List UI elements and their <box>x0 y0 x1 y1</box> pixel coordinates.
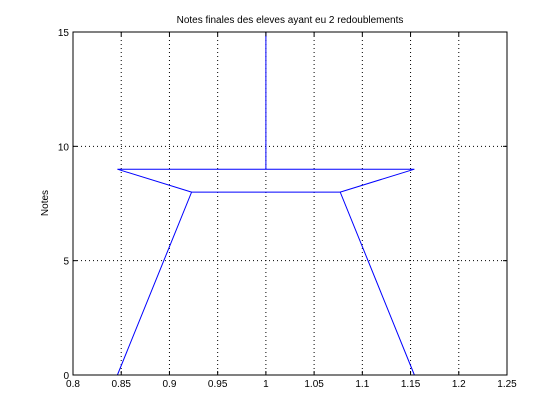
x-tick-labels: 0.8 0.85 0.9 0.95 1 1.05 1.1 1.15 1.2 1.25 <box>66 379 517 390</box>
x-tick-label: 1.2 <box>452 379 466 390</box>
x-tick-label: 1.15 <box>401 379 421 390</box>
x-tick-label: 1 <box>263 379 269 390</box>
series-layer <box>116 32 415 376</box>
y-tick-label: 0 <box>63 371 69 382</box>
x-tick-label: 1.1 <box>355 379 369 390</box>
series-line-1 <box>116 191 415 376</box>
x-tick-label: 0.95 <box>208 379 228 390</box>
x-tick-label: 1.05 <box>304 379 324 390</box>
y-tick-label: 15 <box>58 28 70 39</box>
ticks <box>72 31 508 376</box>
x-tick-label: 0.8 <box>66 379 80 390</box>
x-tick-label: 0.9 <box>162 379 176 390</box>
y-axis-label: Notes <box>40 190 51 216</box>
plot-background <box>73 32 507 375</box>
y-tick-label: 5 <box>63 257 69 268</box>
y-tick-labels: 0 5 10 15 <box>58 28 70 382</box>
grid <box>73 32 507 375</box>
plot-frame <box>72 31 508 376</box>
x-tick-label: 1.25 <box>497 379 517 390</box>
y-tick-label: 10 <box>58 142 70 153</box>
x-tick-label: 0.85 <box>111 379 131 390</box>
chart-title: Notes finales des eleves ayant eu 2 redo… <box>177 15 404 26</box>
